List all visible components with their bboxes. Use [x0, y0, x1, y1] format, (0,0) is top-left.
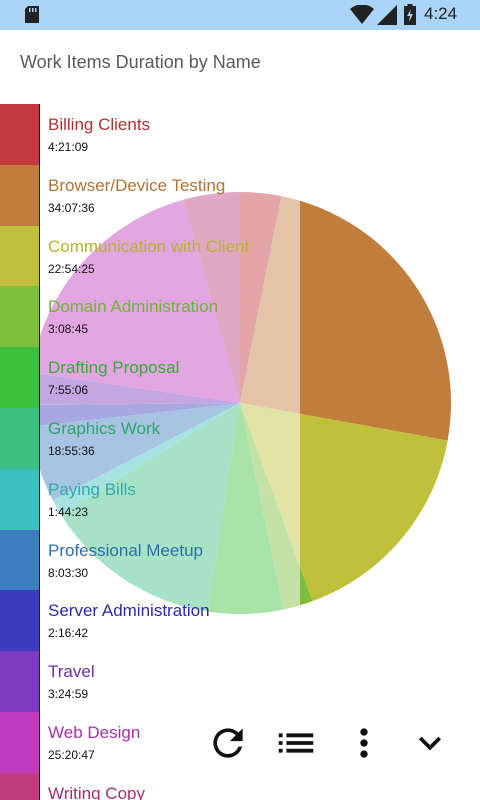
battery-charging-icon: [404, 4, 416, 25]
legend-item[interactable]: Writing Copy: [0, 772, 260, 800]
wifi-icon: [350, 5, 374, 24]
list-button[interactable]: [268, 715, 324, 771]
legend-duration: 22:54:25: [48, 261, 95, 276]
refresh-button[interactable]: [200, 715, 256, 771]
legend-swatch: [0, 347, 40, 408]
legend-swatch: [0, 529, 40, 591]
legend-item[interactable]: Paying Bills 1:44:23: [0, 468, 260, 530]
legend-item[interactable]: Billing Clients 4:21:09: [0, 104, 260, 165]
more-vert-icon: [360, 728, 368, 758]
collapse-button[interactable]: [402, 715, 458, 771]
legend-name: Domain Administration: [48, 297, 219, 317]
page-title: Work Items Duration by Name: [20, 52, 261, 72]
legend-item[interactable]: Web Design 25:20:47: [0, 711, 260, 773]
legend-duration: 25:20:47: [48, 747, 95, 762]
legend-name: Web Design: [48, 722, 141, 742]
legend-duration: 18:55:36: [48, 443, 95, 458]
legend-name: Graphics Work: [48, 418, 161, 438]
legend-swatch: [0, 286, 40, 348]
legend: Billing Clients 4:21:09 Browser/Device Tes…: [0, 104, 260, 800]
legend-duration: 2:16:42: [48, 626, 89, 641]
legend-name: Writing Copy: [48, 783, 145, 800]
legend-swatch: [0, 590, 40, 652]
legend-duration: 7:55:06: [48, 383, 89, 398]
legend-item[interactable]: Graphics Work 18:55:36: [0, 407, 260, 469]
legend-item[interactable]: Browser/Device Testing 34:07:36: [0, 164, 260, 226]
signal-icon: [377, 5, 397, 25]
legend-swatch: [0, 651, 40, 712]
list-icon: [278, 733, 314, 753]
legend-swatch: [0, 164, 40, 226]
legend-name: Communication with Client: [48, 236, 250, 256]
legend-item[interactable]: Server Administration 2:16:42: [0, 590, 260, 652]
chevron-down-icon: [419, 736, 441, 751]
status-bar: 4:24: [0, 0, 480, 30]
legend-item[interactable]: Travel 3:24:59: [0, 651, 260, 712]
clock: 4:24: [424, 4, 458, 23]
legend-item[interactable]: Communication with Client 22:54:25: [0, 225, 260, 287]
legend-swatch: [0, 104, 40, 165]
pie-overlay: [0, 150, 300, 630]
legend-swatch: [0, 468, 40, 530]
legend-item[interactable]: Professional Meetup 8:03:30: [0, 529, 260, 591]
legend-duration: 1:44:23: [48, 504, 89, 519]
legend-item[interactable]: Domain Administration 3:08:45: [0, 286, 260, 348]
legend-swatch: [0, 225, 40, 287]
legend-duration: 4:21:09: [48, 140, 89, 154]
legend-duration: 3:24:59: [48, 687, 89, 702]
legend-name: Server Administration: [48, 601, 210, 621]
legend-swatch: [0, 407, 40, 469]
legend-name: Paying Bills: [48, 479, 136, 499]
bottom-toolbar: [200, 715, 480, 775]
legend-item[interactable]: Drafting Proposal 7:55:06: [0, 347, 260, 408]
legend-name: Travel: [48, 662, 95, 682]
sd-card-icon: [25, 6, 39, 23]
legend-name: Browser/Device Testing: [48, 175, 226, 195]
legend-duration: 34:07:36: [48, 200, 95, 215]
legend-name: Billing Clients: [48, 115, 151, 134]
more-options-button[interactable]: [336, 715, 392, 771]
legend-duration: 8:03:30: [48, 565, 89, 580]
refresh-icon: [213, 728, 243, 758]
legend-duration: 3:08:45: [48, 322, 89, 337]
legend-swatch: [0, 711, 40, 773]
legend-name: Drafting Proposal: [48, 358, 180, 378]
legend-name: Professional Meetup: [48, 540, 203, 560]
legend-swatch: [0, 772, 40, 800]
